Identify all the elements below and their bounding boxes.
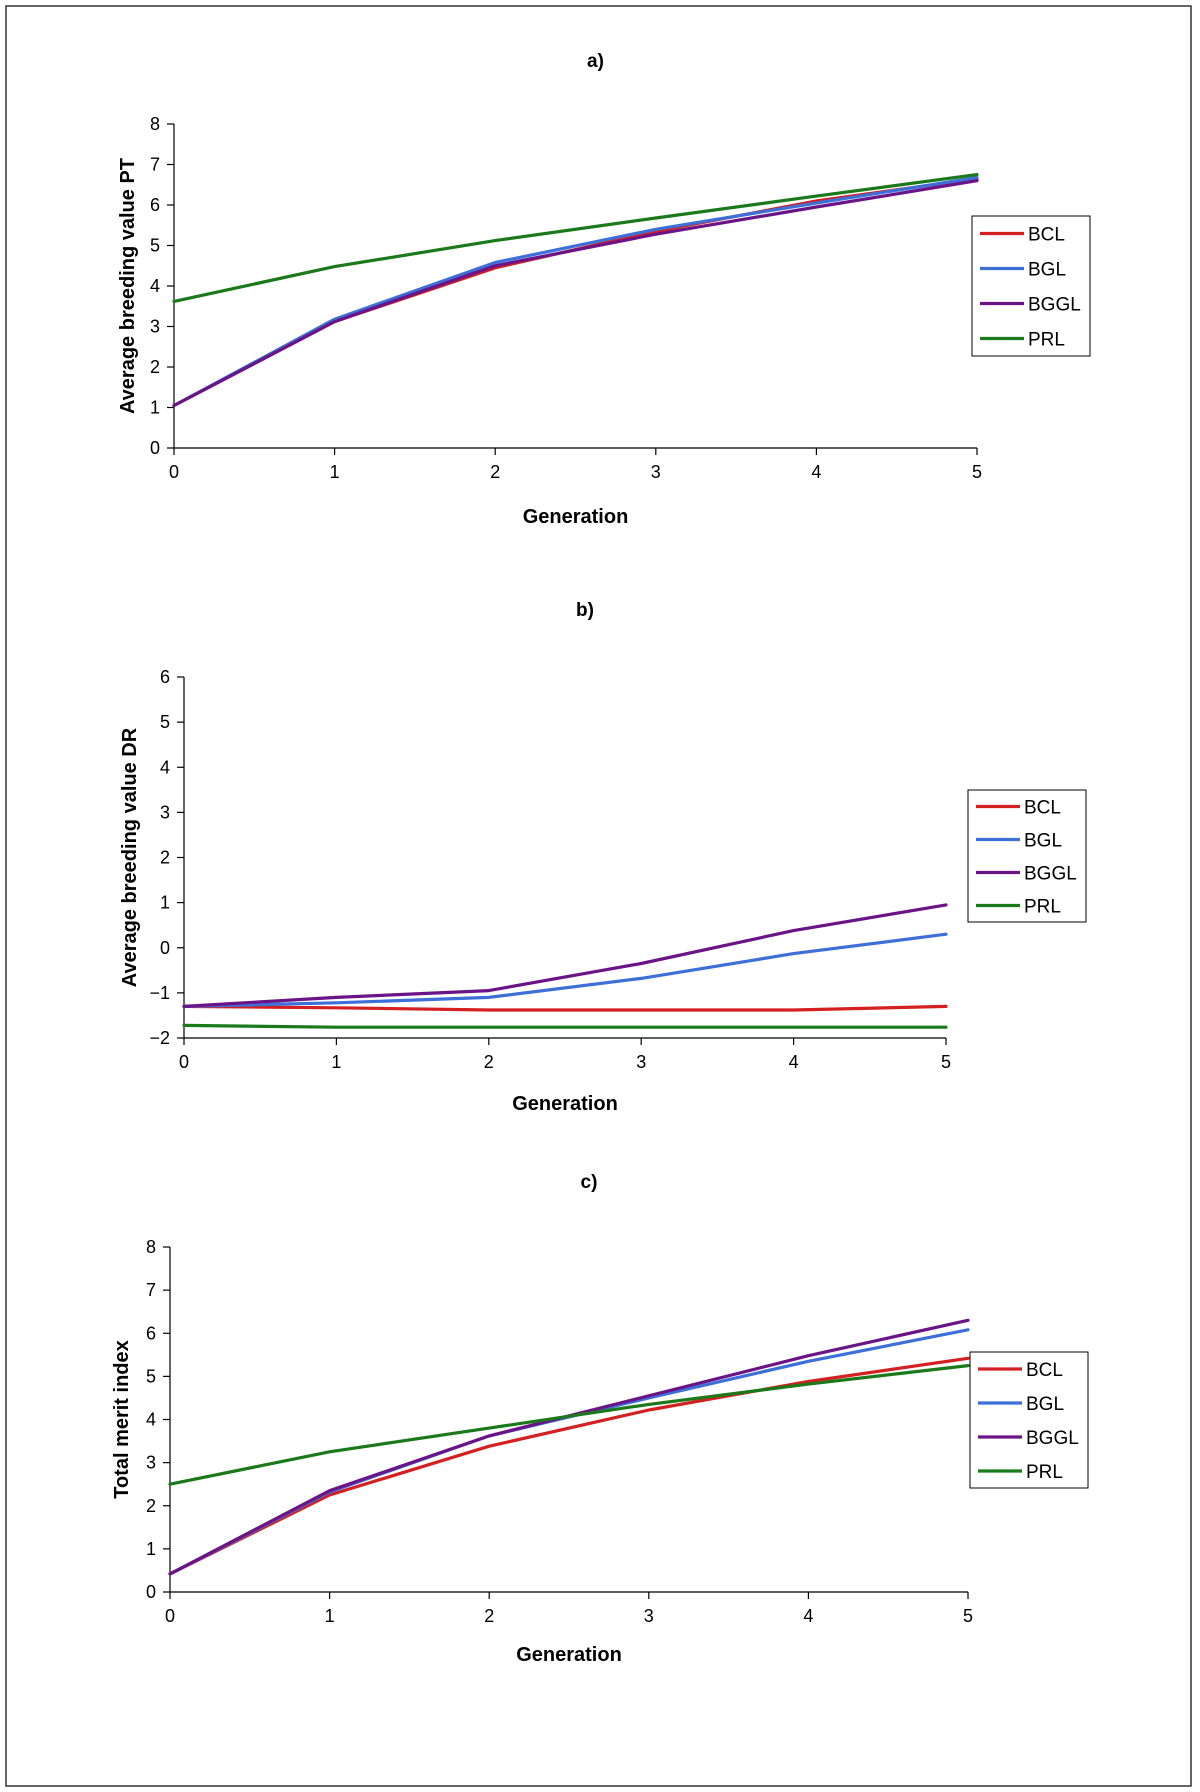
chart-title: a)	[587, 51, 604, 72]
x-axis-label: Generation	[523, 506, 629, 528]
series-line-bggl	[182, 903, 948, 1009]
y-tick-label: 2	[146, 1496, 156, 1516]
chart-panel-c: c) Total merit index Generation 0 1 2 3 4 5 6 7…	[111, 1172, 1089, 1666]
x-tick-label: 4	[789, 1052, 799, 1072]
x-tick-label: 4	[811, 462, 821, 482]
legend-label-bgl: BGL	[1024, 831, 1062, 852]
y-axis-label: Average breeding value PT	[117, 158, 139, 414]
legend-label-bggl: BGGL	[1024, 864, 1077, 885]
y-tick-label: 0	[146, 1582, 156, 1602]
legend: BCL BGL BGGL PRL	[971, 215, 1091, 357]
series-line-bggl	[172, 179, 979, 408]
y-tick-label: 0	[160, 938, 170, 958]
axes: 0 1 2 3 4 5 6 7 8 0 1 2 3 4 5	[146, 1237, 973, 1626]
y-tick-label: −2	[149, 1028, 170, 1048]
series-line-bgl	[172, 175, 979, 408]
chart-title: b)	[576, 600, 594, 621]
legend-box	[971, 215, 1091, 357]
x-tick-label: 1	[325, 1606, 335, 1626]
legend: BCL BGL BGGL PRL	[969, 1351, 1089, 1489]
y-tick-label: 3	[160, 802, 170, 822]
y-tick-label: 5	[146, 1366, 156, 1386]
series-line-prl	[172, 173, 979, 303]
chart-panel-a: a) Average breeding value PT Generation …	[117, 51, 1091, 528]
x-tick-label: 2	[490, 462, 500, 482]
legend: BCL BGL BGGL PRL	[967, 789, 1087, 923]
y-tick-label: 8	[146, 1237, 156, 1257]
y-tick-label: 4	[146, 1410, 156, 1430]
series-line-bcl	[168, 1356, 970, 1576]
series-group	[182, 903, 948, 1029]
legend-label-prl: PRL	[1028, 330, 1065, 351]
y-tick-label: 1	[160, 893, 170, 913]
y-tick-label: 4	[150, 276, 160, 296]
x-tick-label: 4	[803, 1606, 813, 1626]
series-group	[172, 173, 979, 408]
y-tick-label: 3	[146, 1453, 156, 1473]
legend-label-bcl: BCL	[1026, 1360, 1063, 1381]
x-tick-label: 5	[941, 1052, 951, 1072]
legend-label-bggl: BGGL	[1028, 295, 1081, 316]
x-tick-label: 0	[179, 1052, 189, 1072]
y-axis-label: Total merit index	[111, 1340, 133, 1499]
chart-title: c)	[581, 1172, 598, 1193]
legend-label-bggl: BGGL	[1026, 1428, 1079, 1449]
axes: −2 −1 0 1 2 3 4 5 6 0 1 2 3 4 5	[149, 667, 951, 1072]
legend-box	[969, 1351, 1089, 1489]
series-group	[168, 1318, 970, 1576]
x-tick-label: 0	[169, 462, 179, 482]
legend-box	[967, 789, 1087, 923]
y-tick-label: 1	[146, 1539, 156, 1559]
legend-label-bcl: BCL	[1024, 798, 1061, 819]
series-line-bgl	[182, 932, 948, 1009]
x-tick-label: 3	[651, 462, 661, 482]
axes: 0 1 2 3 4 5 6 7 8 0 1 2 3 4 5	[150, 114, 982, 482]
series-line-bcl	[182, 1004, 948, 1012]
legend-label-prl: PRL	[1026, 1462, 1063, 1483]
y-tick-label: 2	[150, 357, 160, 377]
y-tick-label: 8	[150, 114, 160, 134]
x-axis-label: Generation	[512, 1093, 618, 1115]
y-tick-label: 6	[160, 667, 170, 687]
x-tick-label: 3	[644, 1606, 654, 1626]
y-tick-label: 1	[150, 398, 160, 418]
x-tick-label: 2	[484, 1052, 494, 1072]
x-axis-label: Generation	[516, 1644, 622, 1666]
y-tick-label: 5	[160, 712, 170, 732]
x-tick-label: 0	[165, 1606, 175, 1626]
legend-label-bcl: BCL	[1028, 225, 1065, 246]
x-tick-label: 2	[484, 1606, 494, 1626]
legend-label-bgl: BGL	[1026, 1394, 1064, 1415]
chart-panel-b: b) Average breeding value DR Generation …	[119, 600, 1087, 1115]
x-tick-label: 3	[636, 1052, 646, 1072]
y-tick-label: 2	[160, 848, 170, 868]
y-tick-label: 7	[150, 155, 160, 175]
y-tick-label: 6	[150, 195, 160, 215]
y-tick-label: −1	[149, 983, 170, 1003]
x-tick-label: 1	[331, 1052, 341, 1072]
x-tick-label: 5	[972, 462, 982, 482]
y-tick-label: 0	[150, 438, 160, 458]
series-line-prl	[182, 1023, 948, 1029]
series-line-prl	[168, 1363, 970, 1486]
legend-label-bgl: BGL	[1028, 260, 1066, 281]
x-tick-label: 5	[963, 1606, 973, 1626]
y-tick-label: 6	[146, 1323, 156, 1343]
legend-label-prl: PRL	[1024, 897, 1061, 918]
y-axis-label: Average breeding value DR	[119, 727, 141, 987]
y-tick-label: 5	[150, 236, 160, 256]
y-tick-label: 4	[160, 757, 170, 777]
x-tick-label: 1	[330, 462, 340, 482]
y-tick-label: 7	[146, 1280, 156, 1300]
y-tick-label: 3	[150, 317, 160, 337]
